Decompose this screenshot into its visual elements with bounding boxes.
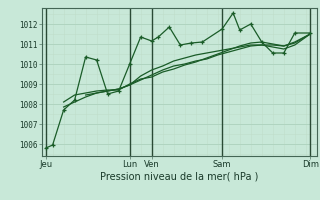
X-axis label: Pression niveau de la mer( hPa ): Pression niveau de la mer( hPa ): [100, 172, 258, 182]
